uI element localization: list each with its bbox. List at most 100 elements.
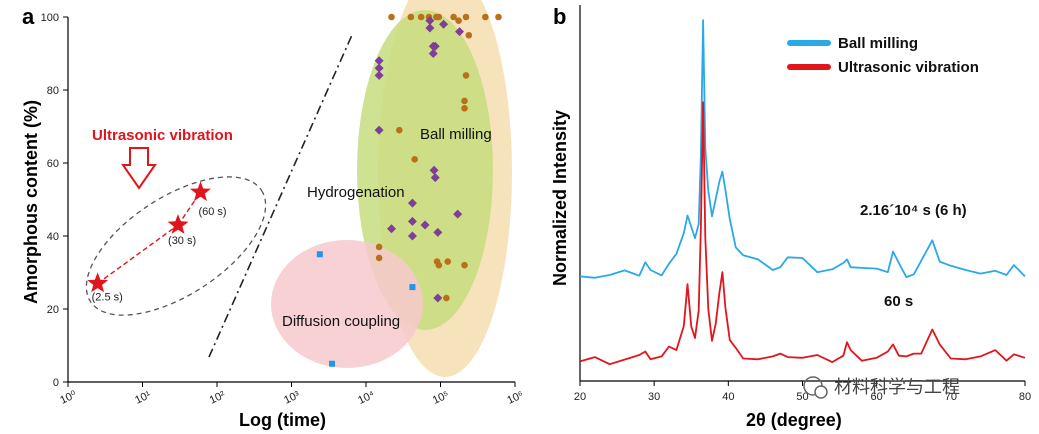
x-tick-label-a: 10² [208, 389, 228, 407]
ultrasonic-star [87, 272, 109, 293]
hydrogenation-point [433, 227, 443, 237]
points-a: (2.5 s) (30 s) (60 s) [87, 13, 502, 367]
legend-label-ultrasonic: Ultrasonic vibration [838, 59, 979, 76]
ball-milling-point [396, 126, 403, 134]
series-lines-b [579, 19, 1026, 366]
hydrogenation-point [429, 165, 439, 175]
x-tick-label-a: 10⁴ [356, 389, 377, 407]
x-tick-label-a: 10⁵ [431, 389, 451, 407]
hydrogenation-point [433, 293, 443, 303]
watermark: 材料科学与工程 [803, 376, 960, 399]
panel-letter-a: a [22, 4, 35, 29]
ball-milling-point [461, 97, 468, 105]
hydrogenation-point [374, 125, 384, 135]
ultrasonic-ellipse [85, 176, 267, 316]
x-axis-label-b: 2θ (degree) [746, 410, 842, 430]
y-tick-label-a: 80 [47, 85, 59, 97]
x-axis-label-a: Log (time) [239, 410, 326, 430]
y-tick-label-a: 0 [53, 377, 59, 389]
x-tick-label-b: 30 [648, 391, 660, 403]
ultrasonic-label: Ultrasonic vibration [92, 127, 233, 144]
ultrasonic-star [190, 181, 211, 202]
ball-milling-point [482, 13, 489, 21]
wechat-icon-small [814, 385, 828, 399]
ball-milling-point [444, 258, 452, 265]
hydrogenation-point [374, 70, 384, 80]
divider-line [208, 34, 353, 358]
panel-letter-b: b [553, 4, 566, 29]
ultrasonic-time-label: (30 s) [168, 235, 196, 247]
axes-b: 20 30 40 50 60 70 80 [574, 5, 1031, 403]
x-tick-label-a: 10¹ [133, 389, 153, 407]
ball-milling-point [465, 31, 473, 39]
ball-milling-point [443, 294, 450, 302]
ball-milling-point [407, 13, 415, 21]
hydrogenation-point [453, 209, 463, 219]
diffusion-region [271, 240, 423, 368]
y-tick-label-a: 40 [47, 231, 59, 243]
hydrogenation-point [374, 63, 384, 73]
x-tick-label-a: 10⁰ [58, 389, 79, 407]
ball-milling-point [375, 254, 383, 262]
legend-label-ball-milling: Ball milling [838, 35, 918, 52]
ball-milling-point [461, 104, 468, 112]
ball-milling-point [461, 261, 468, 269]
hydrogenation-point [407, 198, 417, 208]
hydrogenation-point [420, 220, 430, 230]
y-axis-label-a: Amorphous content (%) [21, 100, 41, 304]
hydrogenation-point [387, 224, 397, 234]
panel-b: b 20 30 40 50 60 70 80 Ball milling Ultrasonic… [550, 4, 1031, 430]
y-tick-label-a: 60 [47, 158, 59, 170]
ball-milling-label: Ball milling [420, 126, 492, 143]
x-tick-label-b: 40 [722, 391, 734, 403]
y-axis-label-b: Normalized Intensity [550, 110, 570, 286]
ball-milling-point [462, 13, 470, 21]
hydrogenation-point [439, 19, 449, 29]
y-tick-label-a: 20 [47, 304, 59, 316]
hydrogenation-point [407, 231, 417, 241]
annotation-60s: 60 s [884, 293, 913, 310]
ball-milling-point [417, 13, 425, 21]
ball-milling-point [435, 13, 443, 21]
series-line-ultrasonic [579, 101, 1026, 366]
x-tick-label-b: 60 [871, 391, 883, 403]
series-line-ball-milling [579, 19, 1026, 279]
ball-milling-region-green [357, 10, 493, 330]
x-tick-label-b: 70 [945, 391, 957, 403]
ball-milling-point [450, 13, 457, 21]
x-tick-label-b: 50 [796, 391, 808, 403]
x-tick-label-a: 10³ [282, 389, 302, 407]
x-tick-label-a: 10⁶ [505, 389, 525, 407]
ball-milling-point [411, 156, 418, 163]
diffusion-point [316, 251, 323, 258]
ball-milling-point [462, 72, 470, 79]
hydrogenation-point [407, 216, 417, 226]
ultrasonic-connector [97, 224, 179, 285]
diffusion-point [329, 360, 336, 367]
annotation-6h: 2.16´10⁴ s (6 h) [860, 202, 967, 219]
ball-milling-point [455, 17, 462, 24]
hydrogenation-point [428, 49, 438, 58]
ball-milling-point [388, 13, 395, 21]
x-tick-label-b: 80 [1019, 391, 1031, 403]
hydrogenation-label: Hydrogenation [307, 184, 405, 201]
ball-milling-point [375, 243, 383, 251]
hydrogenation-point [374, 56, 384, 66]
legend: Ball milling Ultrasonic vibration [787, 35, 979, 76]
hydrogenation-point [425, 16, 435, 26]
watermark-text: 材料科学与工程 [834, 377, 960, 397]
ultrasonic-star [167, 214, 189, 234]
ultrasonic-time-label: (2.5 s) [92, 291, 123, 303]
ultrasonic-time-label: (60 s) [198, 206, 226, 218]
ball-milling-point [495, 13, 502, 21]
x-tick-label-b: 20 [574, 391, 586, 403]
hydrogenation-point [430, 173, 440, 183]
hydrogenation-point [455, 27, 465, 37]
diffusion-point [409, 284, 416, 291]
hydrogenation-point [425, 23, 435, 33]
hydrogenation-point [430, 41, 440, 51]
diffusion-coupling-label: Diffusion coupling [282, 313, 400, 330]
y-tick-label-a: 100 [41, 12, 59, 24]
panel-a: a 10⁰ 10¹ 10² 10³ 10⁴ 10⁵ 10⁶ 0 20 40 60 80 100 (2.5… [21, 0, 526, 430]
